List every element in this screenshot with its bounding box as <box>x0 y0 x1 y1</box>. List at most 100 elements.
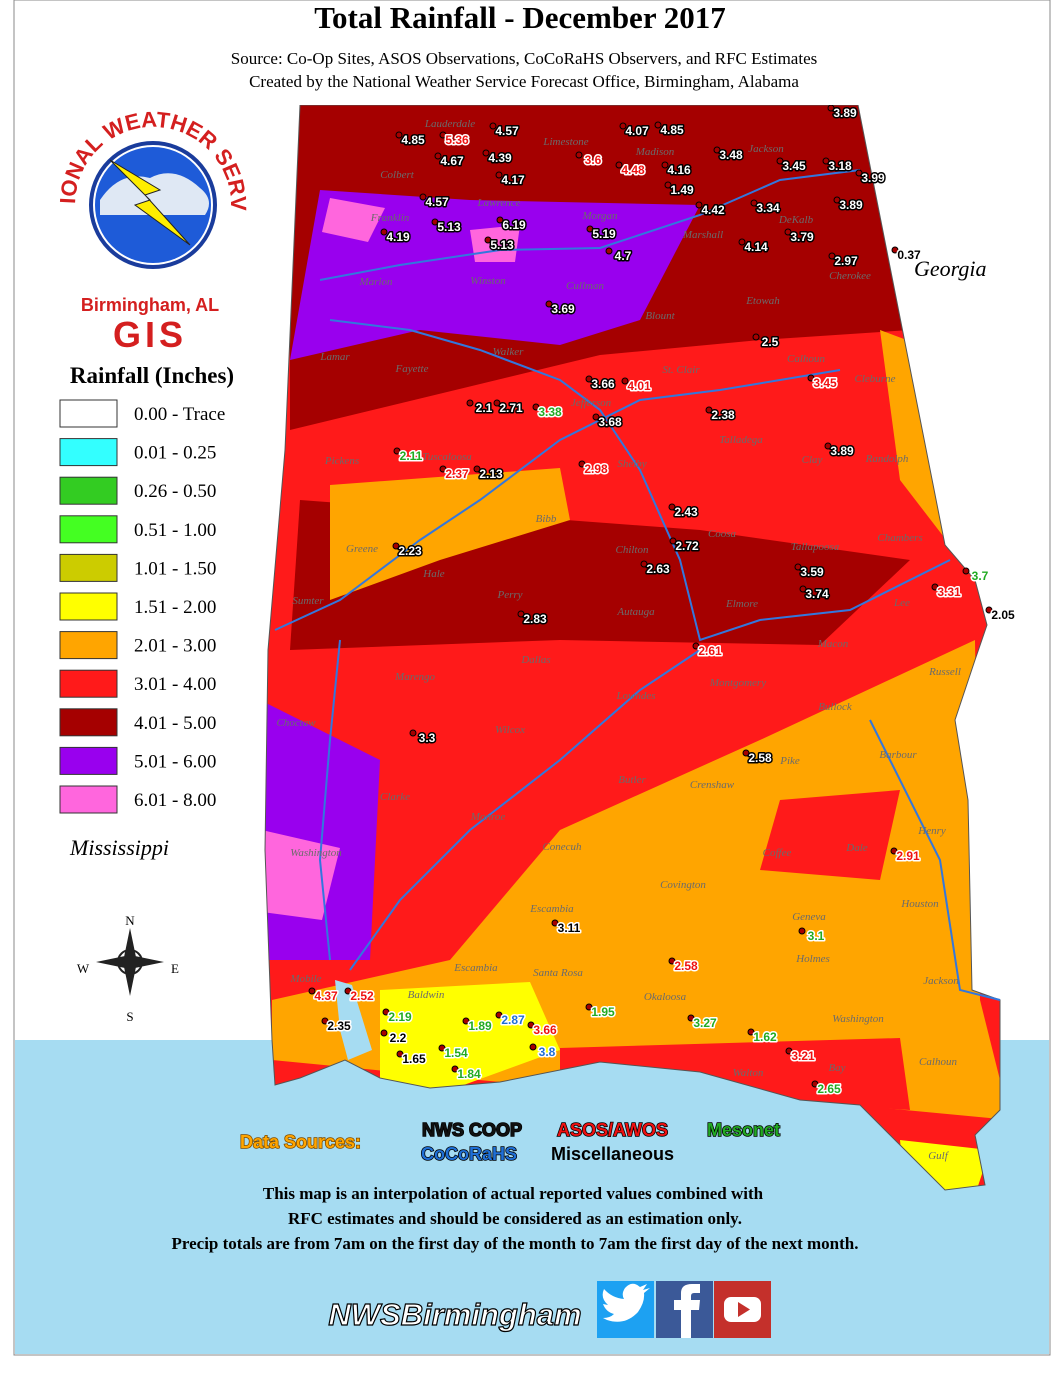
station-dot <box>752 333 760 341</box>
station-dot <box>473 465 481 473</box>
county-label: Randolph <box>865 453 909 465</box>
county-label: Butler <box>618 774 646 786</box>
river <box>329 319 951 642</box>
legend-swatch <box>59 669 118 698</box>
legend: 0.00 - Trace 0.01 - 0.25 0.26 - 0.50 0.51 -… <box>59 399 225 814</box>
legend-swatch <box>59 438 118 467</box>
station-value: 4.7 <box>615 249 632 263</box>
station-dot <box>527 1021 535 1029</box>
note: RFC estimates and should be considered a… <box>288 1209 742 1228</box>
station-dot <box>705 406 713 414</box>
station-value: 3.89 <box>830 444 854 458</box>
county-label: Marengo <box>394 671 435 683</box>
county-label: Jefferson <box>571 397 612 409</box>
station-dot <box>495 1011 503 1019</box>
station-dot <box>654 121 662 129</box>
river <box>349 649 701 971</box>
station-dot <box>409 729 417 737</box>
county-label: Calhoun <box>787 353 825 365</box>
station-dot <box>578 460 586 468</box>
legend-swatch <box>59 746 118 775</box>
station-dot <box>382 1008 390 1016</box>
county-label: Talladega <box>719 434 763 446</box>
legend-swatch <box>59 476 118 505</box>
station-value: 5.36 <box>445 133 469 147</box>
mobile-bay <box>335 980 372 1060</box>
data-sources: NWS COOP ASOS/AWOS Mesonet CoCoRaHS Miscella… <box>420 1119 781 1165</box>
river <box>318 639 341 961</box>
legend-swatch <box>59 708 118 737</box>
county-label: Houston <box>900 898 939 910</box>
station-value: 4.85 <box>401 133 425 147</box>
county-label: Henry <box>917 825 946 837</box>
logo-bolt <box>109 159 191 246</box>
station-dot <box>828 252 836 260</box>
compass-e: E <box>171 961 179 976</box>
station-dot <box>586 225 594 233</box>
station-value: 3.18 <box>828 159 852 173</box>
station-value: 2.35 <box>327 1019 351 1033</box>
source-label: NWS COOP <box>422 1120 522 1140</box>
station-value: 3.11 <box>558 921 581 935</box>
county-label: Russell <box>928 666 961 678</box>
station-value: 2.1 <box>476 401 493 415</box>
county-label: Bay <box>828 1062 845 1074</box>
social-icons <box>597 1281 771 1338</box>
station-dot <box>493 399 501 407</box>
band-5-6 <box>290 190 700 360</box>
youtube-play <box>738 1302 750 1317</box>
county-label: Jackson <box>923 975 959 987</box>
station-value: 3.8 <box>539 1045 556 1059</box>
county-label: Fayette <box>395 363 429 375</box>
station-dot <box>664 181 672 189</box>
station-dot <box>419 193 427 201</box>
station-dot <box>392 542 400 550</box>
compass-star <box>96 928 164 996</box>
compass-ring <box>117 949 143 975</box>
station-value: 4.67 <box>440 154 464 168</box>
station-value: 4.17 <box>501 173 525 187</box>
station-dot <box>747 1028 755 1036</box>
county-label: Coosa <box>708 528 737 540</box>
station-dot <box>742 749 750 757</box>
handle: NWSBirmingham <box>328 1297 581 1332</box>
county-label: Autauga <box>616 606 655 618</box>
sources-title: Data Sources: <box>240 1132 361 1152</box>
legend-title: Rainfall (Inches) <box>70 363 234 388</box>
station-value: 2.37 <box>445 467 469 481</box>
station-dot <box>785 1047 793 1055</box>
rivers <box>274 169 1001 1001</box>
station-value: 3.74 <box>805 587 829 601</box>
station-value: 3.66 <box>591 377 615 391</box>
station-value: 4.01 <box>627 379 651 393</box>
station-dot <box>496 216 504 224</box>
legend-swatch <box>59 592 118 621</box>
legend-swatch <box>59 553 118 582</box>
station-value: 1.49 <box>670 183 694 197</box>
station-dot <box>575 151 583 159</box>
station-dot <box>585 375 593 383</box>
county-label: Bibb <box>536 513 557 525</box>
station-value: 2.91 <box>896 849 920 863</box>
station-value: 3.79 <box>790 230 814 244</box>
legend-label: 6.01 - 8.00 <box>134 790 216 811</box>
subtitle: Created by the National Weather Service … <box>249 72 799 91</box>
subtitle: Source: Co-Op Sites, ASOS Observations, … <box>231 49 818 68</box>
station-dot <box>798 927 806 935</box>
county-label: Colbert <box>380 169 415 181</box>
logo-gis: GIS <box>113 314 187 355</box>
county-label: Baldwin <box>408 989 445 1001</box>
county-label: Pike <box>779 755 800 767</box>
station-dot <box>692 642 700 650</box>
county-label: Bullock <box>818 701 853 713</box>
station-value: 4.39 <box>488 151 512 165</box>
band-3-4 <box>560 790 910 1110</box>
county-label: Limestone <box>542 136 588 148</box>
station-dot <box>393 447 401 455</box>
station-value: 4.42 <box>701 203 725 217</box>
station-value: 2.98 <box>584 462 608 476</box>
county-label: Tallapoosa <box>791 541 840 553</box>
county-label: St. Clair <box>662 364 700 376</box>
station-value: 4.14 <box>744 240 768 254</box>
rainfall-field <box>265 105 1000 1190</box>
